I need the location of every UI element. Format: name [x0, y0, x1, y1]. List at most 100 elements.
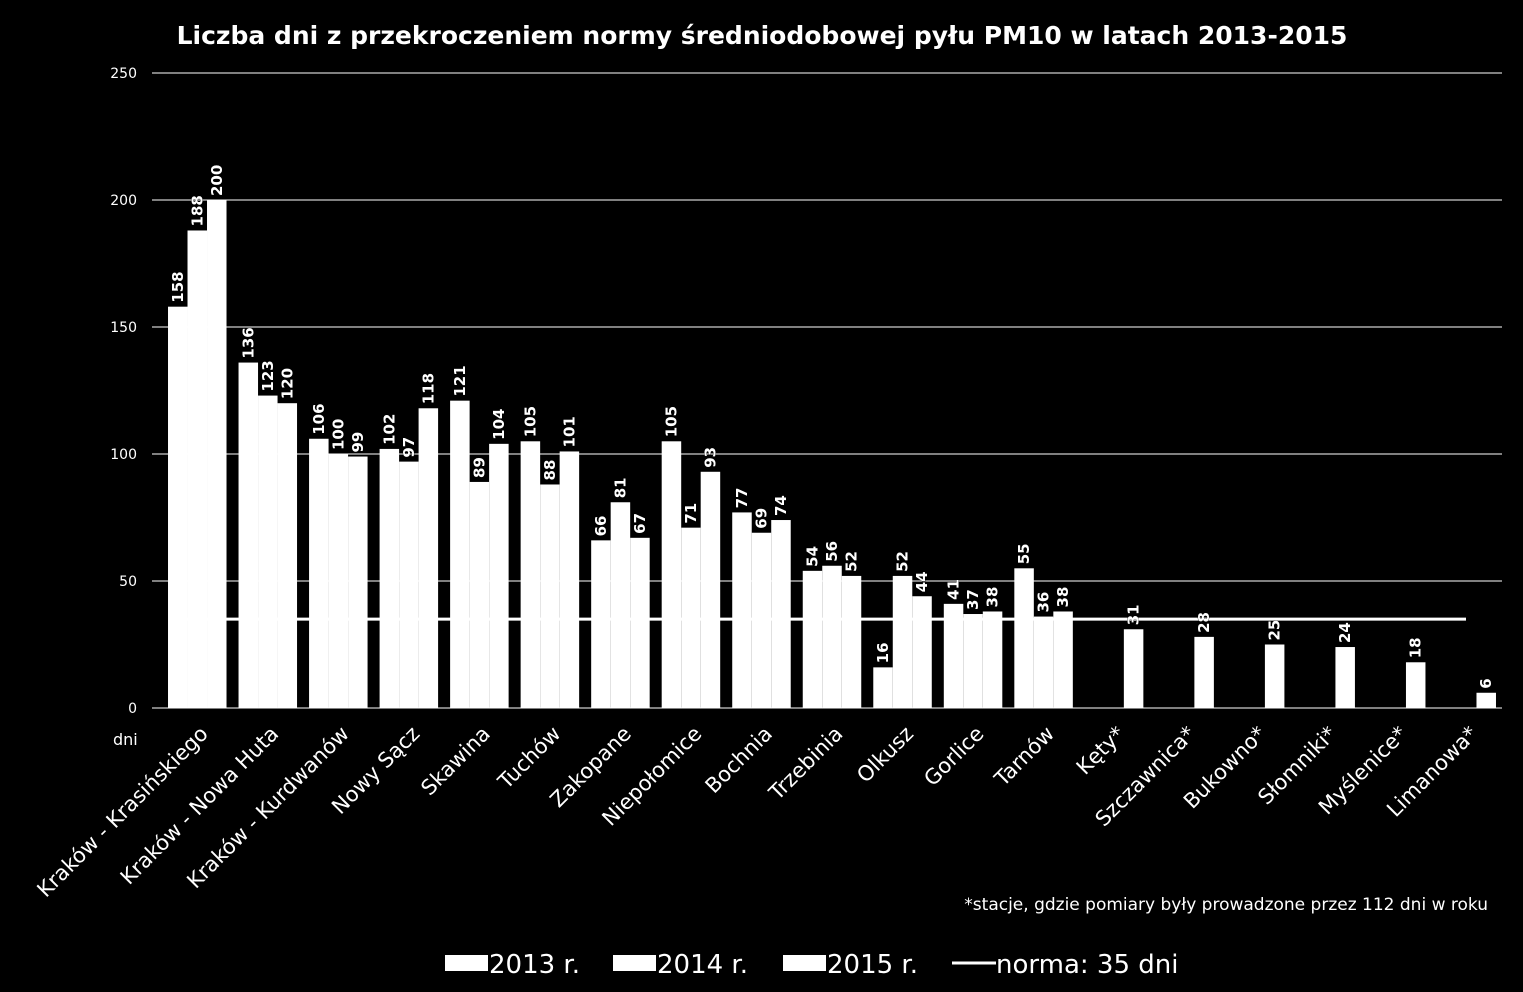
legend-swatch: [613, 955, 656, 971]
legend-swatch: [445, 955, 488, 971]
chart-title: Liczba dni z przekroczeniem normy średni…: [177, 21, 1348, 50]
bar: [700, 471, 721, 708]
data-label: 31: [1125, 604, 1143, 625]
data-label: 81: [611, 477, 629, 498]
bar: [630, 537, 650, 708]
data-label: 121: [451, 365, 469, 396]
bar: [1476, 692, 1496, 708]
data-label: 55: [1015, 543, 1033, 564]
data-label: 200: [208, 165, 226, 196]
data-label: 66: [592, 515, 610, 536]
data-label: 188: [188, 195, 206, 226]
y-tick-label: 200: [110, 193, 137, 209]
data-label: 38: [984, 587, 1002, 608]
data-label: 88: [541, 460, 559, 481]
bar: [802, 570, 823, 708]
bar: [399, 461, 419, 708]
data-label: 44: [913, 571, 931, 592]
data-label: 24: [1336, 622, 1354, 643]
bar: [258, 395, 278, 708]
legend-label: norma: 35 dni: [996, 950, 1178, 980]
bar: [963, 614, 983, 708]
y-tick-label: 0: [128, 701, 137, 717]
bar: [540, 484, 560, 708]
data-label: 74: [772, 495, 790, 516]
category-label: Kęty*: [1072, 722, 1130, 780]
data-label: 104: [490, 409, 508, 440]
y-tick-label: 150: [110, 320, 137, 336]
y-axis-label: dni: [113, 730, 138, 749]
data-label: 36: [1035, 592, 1053, 613]
y-axis-ticks: 0 50 100 150 200 250: [110, 66, 137, 717]
bar: [982, 611, 1003, 708]
data-label: 6: [1477, 678, 1495, 688]
data-label: 38: [1054, 587, 1072, 608]
category-label: Tuchów: [493, 722, 566, 795]
bar: [591, 540, 611, 708]
data-label: 41: [945, 579, 963, 600]
bar: [559, 451, 580, 708]
bar: [450, 400, 470, 708]
bar: [277, 403, 298, 708]
bar: [1053, 611, 1073, 708]
bar: [1033, 616, 1054, 708]
data-label: 69: [752, 508, 770, 529]
data-label: 106: [310, 403, 328, 434]
bar: [873, 667, 893, 708]
bar: [1014, 568, 1034, 708]
bar: [309, 438, 329, 708]
data-label: 100: [329, 419, 347, 450]
category-label: Trzebinia: [764, 722, 848, 806]
data-label: 54: [804, 546, 822, 567]
bar: [892, 575, 913, 708]
footnote: *stacje, gdzie pomiary były prowadzone p…: [964, 895, 1488, 915]
data-label: 25: [1266, 620, 1284, 641]
bar: [771, 520, 791, 708]
data-label: 16: [874, 642, 892, 663]
legend: 2013 r. 2014 r. 2015 r. norma: 35 dni: [445, 950, 1178, 980]
data-label: 52: [843, 551, 861, 572]
category-label: Tarnów: [989, 722, 1059, 792]
y-tick-label: 100: [110, 447, 137, 463]
legend-label: 2015 r.: [827, 950, 918, 980]
bar: [1123, 629, 1144, 708]
bar: [822, 565, 842, 708]
data-label: 37: [964, 589, 982, 610]
data-label: 105: [662, 406, 680, 437]
category-label: Skawina: [416, 722, 495, 801]
bar: [207, 200, 227, 708]
bar: [912, 596, 932, 708]
data-label: 123: [259, 360, 277, 391]
y-tick-label: 50: [119, 574, 137, 590]
data-label: 71: [682, 503, 700, 524]
bar: [661, 441, 682, 708]
bar: [238, 362, 259, 708]
bar: [489, 443, 509, 708]
legend-label: 2014 r.: [657, 950, 748, 980]
y-tick-label: 250: [110, 66, 137, 82]
data-label: 93: [701, 447, 719, 468]
bar: [187, 230, 208, 709]
data-label: 136: [239, 327, 257, 358]
bar: [1194, 636, 1214, 708]
data-label: 99: [349, 432, 367, 453]
data-label: 105: [521, 406, 539, 437]
data-label: 102: [380, 414, 398, 445]
category-label: Gorlice: [919, 722, 988, 791]
legend-swatch: [783, 955, 826, 971]
bar: [943, 603, 964, 708]
data-label: 67: [631, 513, 649, 534]
bar: [418, 408, 439, 708]
data-label: 28: [1195, 612, 1213, 633]
bar: [348, 456, 368, 708]
data-label: 101: [560, 416, 578, 447]
bar: [1335, 647, 1355, 708]
category-label: Olkusz: [852, 722, 918, 788]
bar: [469, 481, 490, 708]
data-label: 89: [470, 457, 488, 478]
bar: [1264, 644, 1285, 708]
bar: [841, 575, 862, 708]
